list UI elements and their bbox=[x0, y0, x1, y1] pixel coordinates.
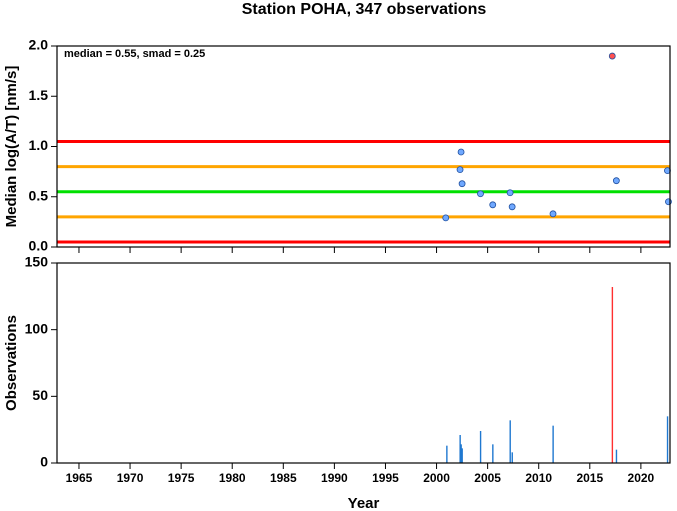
data-point bbox=[489, 201, 497, 209]
x-tick-label: 2020 bbox=[628, 471, 655, 485]
x-tick-label: 1980 bbox=[219, 471, 246, 485]
y-tick-label: 1.5 bbox=[29, 87, 49, 103]
y-tick-label: 2.0 bbox=[29, 37, 49, 53]
x-tick-label: 1965 bbox=[66, 471, 93, 485]
y-tick-label: 0 bbox=[40, 454, 48, 470]
data-point bbox=[506, 189, 514, 197]
x-tick-label: 2015 bbox=[576, 471, 603, 485]
data-point bbox=[477, 190, 484, 198]
data-point bbox=[457, 148, 465, 156]
bar bbox=[509, 420, 511, 463]
data-point bbox=[508, 203, 516, 211]
annotation: median = 0.55, smad = 0.25 bbox=[64, 48, 205, 60]
bar bbox=[615, 449, 618, 463]
bar bbox=[459, 435, 461, 463]
data-point bbox=[608, 52, 616, 60]
x-tick-label: 1985 bbox=[270, 471, 297, 485]
bar bbox=[479, 431, 482, 463]
y-tick-label: 0.0 bbox=[29, 238, 49, 254]
x-tick-label: 2010 bbox=[525, 471, 552, 485]
bar bbox=[461, 448, 463, 463]
bar bbox=[552, 425, 554, 463]
y-tick-label: 1.0 bbox=[29, 137, 49, 153]
x-tick-label: 2000 bbox=[423, 471, 450, 485]
x-tick-label: 1970 bbox=[117, 471, 144, 485]
data-point bbox=[442, 214, 450, 222]
data-point bbox=[612, 177, 620, 185]
bar bbox=[446, 445, 448, 463]
bar bbox=[511, 452, 513, 463]
y-axis-label: Observations bbox=[3, 315, 20, 411]
x-tick-label: 1975 bbox=[168, 471, 195, 485]
bar bbox=[460, 444, 462, 463]
bar bbox=[492, 444, 494, 463]
y-tick-label: 50 bbox=[32, 387, 48, 403]
y-tick-label: 100 bbox=[25, 320, 49, 336]
data-point bbox=[549, 210, 557, 218]
x-tick-label: 1990 bbox=[321, 471, 348, 485]
plot-frame bbox=[56, 262, 671, 464]
y-axis-label: Median log(A/T) [nm/s] bbox=[3, 66, 20, 228]
data-point bbox=[456, 166, 464, 174]
y-tick-label: 0.5 bbox=[29, 187, 49, 203]
bar bbox=[611, 287, 614, 463]
chart-title: Station POHA, 347 observations bbox=[242, 1, 487, 18]
y-tick-label: 150 bbox=[25, 254, 49, 270]
x-axis-label: Year bbox=[348, 495, 380, 511]
x-tick-label: 2005 bbox=[474, 471, 501, 485]
bar bbox=[666, 416, 669, 463]
x-tick-label: 1995 bbox=[372, 471, 399, 485]
data-point bbox=[458, 180, 466, 188]
plot-frame bbox=[56, 45, 671, 248]
